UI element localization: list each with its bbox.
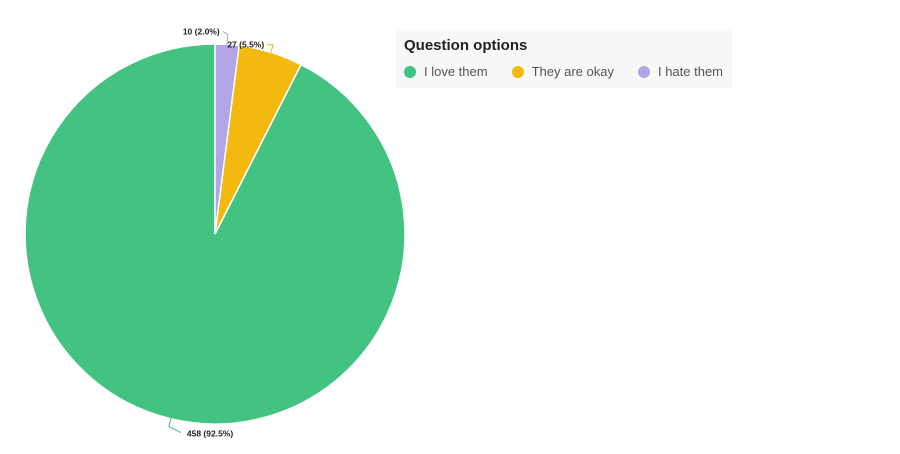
legend-title: Question options [404,37,528,54]
legend-label-i-love-them: I love them [424,64,488,79]
legend-item-i-hate-them[interactable]: I hate them [637,64,724,79]
data-label-i-hate-them: 10 (2.0%) [183,26,220,36]
leader-line-i-love-them [168,416,182,434]
leader-line-i-hate-them [222,30,229,47]
data-label-they-are-okay: 27 (5.5%) [227,40,264,50]
legend-label-i-hate-them: I hate them [657,64,724,79]
leader-line-they-are-okay [267,44,274,55]
legend-swatch-i-love-them [404,65,416,78]
legend-label-they-are-okay: They are okay [531,64,614,79]
legend-swatch-i-hate-them [637,65,650,78]
legend-swatch-they-are-okay [511,65,524,78]
data-label-i-love-them: 458 (92.5%) [187,429,233,439]
legend-item-i-love-them[interactable]: I love them [404,64,488,79]
legend-item-they-are-okay[interactable]: They are okay [511,64,614,79]
legend-items: I love them They are okay I hate them [404,64,747,79]
legend: Question options I love them They are ok… [396,30,732,88]
